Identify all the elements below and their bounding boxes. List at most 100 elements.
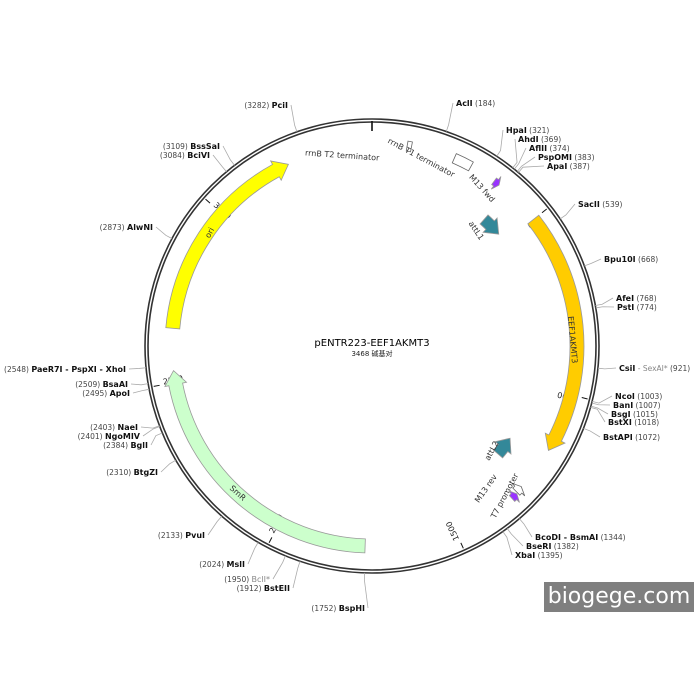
site-name: BssSaI — [190, 142, 220, 151]
site-position: (539) — [600, 200, 623, 209]
site-position: (321) — [527, 126, 550, 135]
site-name: BglI — [130, 441, 148, 450]
site-bsphi: (1752) BspHI — [311, 604, 365, 613]
site-line — [514, 147, 527, 170]
site-line — [518, 165, 545, 173]
site-line — [519, 518, 533, 538]
site-name: XbaI — [515, 551, 535, 560]
site-position: (1003) — [635, 392, 662, 401]
site-name: MslI — [227, 560, 245, 569]
site-pvui: (2133) PvuI — [158, 531, 205, 540]
tick-mark — [541, 208, 548, 214]
site-line — [445, 102, 454, 132]
site-bstxi: BstXI (1018) — [608, 418, 659, 427]
site-line — [591, 402, 611, 406]
site-line — [212, 154, 227, 173]
site-name: SacII — [578, 200, 600, 209]
site-bstapi: BstAPI (1072) — [603, 433, 660, 442]
site-bcodi-bsmai: BcoDI - BsmAI (1344) — [535, 533, 626, 542]
site-position: (369) — [539, 135, 562, 144]
site-name: BclI* — [252, 575, 270, 584]
site-name: AclI — [456, 99, 473, 108]
site-alwni: (2873) AlwNI — [100, 223, 153, 232]
site-name: PaeR7I - PspXI - XhoI — [31, 365, 126, 374]
site-name: Bpu10I — [604, 255, 636, 264]
site-bani: BanI (1007) — [613, 401, 661, 410]
site-xbai: XbaI (1395) — [515, 551, 563, 560]
site-naei: (2403) NaeI — [90, 423, 138, 432]
site-bseri: BseRI (1382) — [526, 542, 579, 551]
feature-eef1akmt3 — [527, 214, 585, 451]
feature-rrnb-t1-terminator — [451, 153, 474, 172]
site-aflii: AflII (374) — [529, 144, 570, 153]
site-position: (2401) — [78, 432, 105, 441]
site-paer7i-pspxi-xhoi: (2548) PaeR7I - PspXI - XhoI — [4, 365, 126, 374]
feature-m13-fwd — [490, 176, 502, 190]
site-line — [592, 395, 613, 404]
site-bpu10i: Bpu10I (668) — [604, 255, 658, 264]
site-name: BspHI — [339, 604, 365, 613]
site-line — [583, 428, 601, 438]
site-position: (1912) — [237, 584, 264, 593]
site-position: (2024) — [199, 560, 226, 569]
site-line — [597, 367, 617, 370]
site-name: BstAPI — [603, 433, 633, 442]
site-line — [290, 104, 298, 132]
site-bcivi: (3084) BciVI — [160, 151, 210, 160]
site-pcii: (3282) PciI — [244, 101, 288, 110]
site-line — [130, 383, 149, 386]
site-position: (921) — [668, 364, 691, 373]
site-name: NaeI — [118, 423, 139, 432]
site-line — [132, 388, 150, 394]
site-sacii: SacII (539) — [578, 200, 622, 209]
site-line — [595, 306, 615, 309]
site-bcli-: (1950) BclI* — [224, 575, 270, 584]
site-name: BseRI — [526, 542, 551, 551]
site-line — [142, 426, 160, 437]
site-name: PspOMI — [538, 153, 572, 162]
tick-mark — [581, 397, 588, 400]
site-line — [496, 129, 504, 157]
site-name: BstXI — [608, 418, 632, 427]
site-line — [559, 203, 576, 220]
site-position: (1752) — [311, 604, 338, 613]
site-bsgi: BsgI (1015) — [611, 410, 658, 419]
site-bgli: (2384) BglI — [103, 441, 148, 450]
feature-label-ori: ori — [203, 226, 216, 239]
feature-label-rrnb-t2-terminator: rrnB T2 terminator — [305, 148, 381, 162]
site-position: (2310) — [106, 468, 133, 477]
tick-mark — [205, 198, 211, 204]
site-ngomiv: (2401) NgoMIV — [78, 432, 141, 441]
site-name: AhdI — [518, 135, 539, 144]
site-line — [207, 515, 223, 536]
site-apai: ApaI (387) — [547, 162, 590, 171]
feature-t7-promoter — [511, 482, 526, 497]
site-line — [595, 297, 614, 306]
site-name: PvuI — [185, 531, 205, 540]
site-position: (668) — [636, 255, 659, 264]
site-line — [506, 528, 524, 547]
site-name: HpaI — [506, 126, 527, 135]
feature-smr — [164, 369, 366, 554]
feature-attl1 — [479, 214, 500, 235]
site-line — [363, 572, 369, 609]
site-name: BanI — [613, 401, 633, 410]
site-name: NcoI — [615, 392, 635, 401]
site-name: ApoI — [110, 389, 130, 398]
feature-label-m13-rev: M13 rev — [473, 473, 499, 505]
site-name: CsiI — [619, 364, 635, 373]
site-line — [128, 367, 147, 370]
site-position: (2495) — [82, 389, 109, 398]
site-position: (2403) — [90, 423, 117, 432]
site-name: NgoMIV — [105, 432, 141, 441]
site-pspomi: PspOMI (383) — [538, 153, 595, 162]
site-name: BcoDI - BsmAI — [535, 533, 598, 542]
feature-label-eef1akmt3: EEF1AKMT3 — [566, 316, 579, 364]
site-name: BciVI — [187, 151, 210, 160]
site-position: (374) — [547, 144, 570, 153]
site-position: (184) — [473, 99, 496, 108]
site-hpai: HpaI (321) — [506, 126, 549, 135]
site-position: (1018) — [632, 418, 659, 427]
site-ncoi: NcoI (1003) — [615, 392, 662, 401]
